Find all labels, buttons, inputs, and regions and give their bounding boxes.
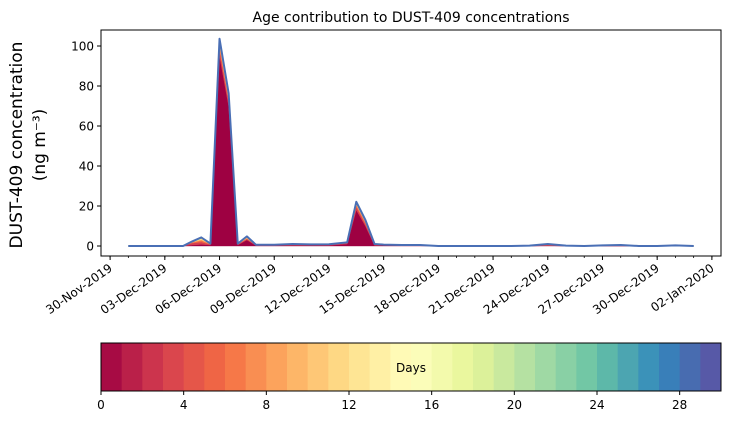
stacked-areas [128, 38, 694, 247]
colorbar-bin [121, 343, 143, 391]
colorbar-label: Days [396, 361, 426, 375]
colorbar-bin [287, 343, 309, 391]
colorbar-tick-label: 24 [589, 398, 604, 412]
colorbar-bin [576, 343, 598, 391]
colorbar-bin [369, 343, 391, 391]
colorbar-bin [349, 343, 371, 391]
colorbar-bin [452, 343, 474, 391]
chart-title: Age contribution to DUST-409 concentrati… [253, 10, 570, 26]
y-tick-label: 20 [79, 200, 94, 214]
colorbar-bin [142, 343, 164, 391]
y-tick-label: 80 [79, 80, 94, 94]
colorbar-bin [493, 343, 515, 391]
x-axis-ticks: 30-Nov-201903-Dec-201906-Dec-201909-Dec-… [43, 256, 717, 317]
colorbar-bin [514, 343, 536, 391]
colorbar-bin [245, 343, 267, 391]
y-tick-label: 40 [79, 160, 94, 174]
colorbar-bin [617, 343, 639, 391]
colorbar-bin [204, 343, 226, 391]
colorbar-bin [266, 343, 288, 391]
total-line [128, 37, 694, 247]
colorbar-bin [390, 343, 412, 391]
colorbar-bin [555, 343, 577, 391]
colorbar-tick-label: 8 [263, 398, 271, 412]
colorbar-bin [328, 343, 350, 391]
y-tick-label: 60 [79, 120, 94, 134]
y-axis-ticks: 0 20 40 60 80 100 [71, 40, 101, 254]
colorbar-bin [638, 343, 660, 391]
colorbar-tick-label: 0 [97, 398, 105, 412]
colorbar-ticks: 0 4 8 12 16 20 24 28 [97, 391, 687, 412]
colorbar-bin [535, 343, 557, 391]
y-axis-label-line2: (ng m⁻³) [30, 109, 50, 182]
total-line-path [128, 37, 694, 247]
colorbar-bin [183, 343, 205, 391]
colorbar-bin [307, 343, 329, 391]
colorbar-bin [163, 343, 185, 391]
colorbar-tick-label: 12 [341, 398, 356, 412]
colorbar-bin [411, 343, 433, 391]
colorbar-bin [679, 343, 701, 391]
colorbar-bin [431, 343, 453, 391]
colorbar-tick-label: 28 [672, 398, 687, 412]
colorbar-bin [659, 343, 681, 391]
colorbar-bin [597, 343, 619, 391]
colorbar [101, 343, 722, 391]
y-tick-label: 100 [71, 40, 94, 54]
y-axis-label-line1: DUST-409 concentration [7, 42, 27, 249]
colorbar-frame [100, 342, 722, 392]
colorbar-bin [101, 343, 123, 391]
colorbar-tick-label: 4 [180, 398, 188, 412]
colorbar-bin [473, 343, 495, 391]
y-axis-label: DUST-409 concentration (ng m⁻³) [7, 42, 50, 249]
y-tick-label: 0 [86, 240, 94, 254]
colorbar-bin [225, 343, 247, 391]
area-series-0 [128, 55, 694, 247]
colorbar-bin [700, 343, 722, 391]
colorbar-tick-label: 16 [424, 398, 439, 412]
colorbar-tick-label: 20 [507, 398, 522, 412]
plot-frame [100, 29, 722, 257]
